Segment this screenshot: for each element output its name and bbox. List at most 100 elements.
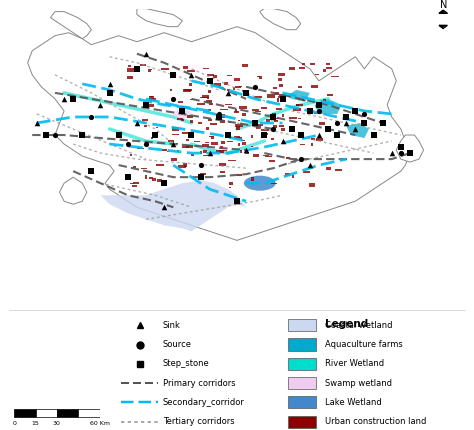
Polygon shape [212, 76, 218, 78]
Point [242, 147, 250, 154]
Polygon shape [228, 160, 236, 161]
Point [324, 126, 332, 132]
Polygon shape [200, 150, 202, 154]
Point [361, 120, 368, 126]
Point [215, 111, 223, 117]
Polygon shape [310, 183, 315, 187]
Point [270, 114, 277, 120]
Polygon shape [182, 132, 190, 134]
Polygon shape [190, 83, 192, 86]
Polygon shape [184, 165, 187, 167]
Text: 60 Km: 60 Km [90, 421, 109, 426]
Point [124, 141, 132, 147]
Polygon shape [91, 180, 246, 231]
Point [42, 132, 50, 138]
Polygon shape [57, 408, 78, 417]
Polygon shape [242, 90, 249, 92]
Polygon shape [439, 10, 443, 13]
Polygon shape [238, 120, 240, 121]
Polygon shape [228, 75, 232, 76]
Polygon shape [133, 166, 136, 168]
Polygon shape [246, 152, 248, 154]
Bar [288, 358, 316, 370]
Polygon shape [229, 122, 231, 123]
Polygon shape [210, 123, 217, 125]
Point [397, 144, 405, 150]
Point [106, 80, 113, 87]
Point [342, 120, 350, 126]
Point [279, 95, 286, 102]
Point [188, 71, 195, 78]
Point [251, 120, 259, 126]
Polygon shape [208, 90, 211, 93]
Polygon shape [326, 167, 331, 170]
Text: Urban construction land: Urban construction land [325, 417, 427, 426]
Polygon shape [181, 107, 183, 108]
Polygon shape [261, 129, 269, 131]
Polygon shape [271, 183, 277, 184]
Polygon shape [236, 86, 241, 88]
Polygon shape [260, 9, 301, 30]
Polygon shape [222, 150, 227, 151]
Polygon shape [178, 101, 183, 103]
Point [261, 132, 268, 138]
Polygon shape [186, 144, 192, 147]
Polygon shape [172, 134, 179, 135]
Text: Legend: Legend [325, 319, 369, 329]
Polygon shape [221, 141, 225, 144]
Text: Coastal wetland: Coastal wetland [325, 321, 393, 330]
Polygon shape [210, 135, 214, 139]
Polygon shape [222, 114, 225, 117]
Ellipse shape [244, 175, 276, 191]
Polygon shape [234, 136, 240, 138]
Polygon shape [251, 178, 254, 181]
Polygon shape [172, 127, 179, 131]
Point [361, 111, 368, 117]
Polygon shape [216, 150, 224, 153]
Point [233, 198, 241, 205]
Polygon shape [171, 158, 177, 161]
Bar [288, 319, 316, 331]
Text: Swamp wetland: Swamp wetland [325, 378, 392, 387]
Polygon shape [239, 150, 242, 153]
Polygon shape [278, 96, 284, 98]
Point [151, 132, 159, 138]
Polygon shape [335, 169, 342, 172]
Polygon shape [142, 119, 148, 121]
Polygon shape [198, 122, 202, 124]
Polygon shape [254, 96, 262, 98]
Polygon shape [242, 142, 246, 145]
Text: Source: Source [163, 340, 192, 349]
Polygon shape [299, 86, 302, 88]
Polygon shape [284, 173, 290, 176]
Polygon shape [184, 89, 191, 91]
Polygon shape [148, 98, 156, 101]
Polygon shape [323, 69, 326, 72]
Polygon shape [78, 408, 100, 417]
Point [188, 132, 195, 138]
Text: Primary corridors: Primary corridors [163, 378, 236, 387]
Polygon shape [281, 128, 285, 131]
Point [79, 132, 86, 138]
Polygon shape [211, 141, 219, 145]
Polygon shape [140, 64, 146, 66]
Polygon shape [149, 96, 154, 99]
Polygon shape [257, 76, 260, 77]
Polygon shape [201, 174, 203, 178]
Polygon shape [156, 164, 164, 166]
Point [197, 174, 204, 181]
Polygon shape [200, 97, 207, 98]
Point [251, 83, 259, 90]
Polygon shape [219, 150, 221, 153]
Point [397, 150, 405, 157]
Point [315, 108, 323, 114]
Polygon shape [176, 143, 178, 144]
Polygon shape [130, 154, 132, 156]
Point [69, 95, 77, 102]
Polygon shape [36, 408, 57, 417]
Polygon shape [273, 125, 277, 128]
Polygon shape [265, 120, 271, 122]
Text: Lake Wetland: Lake Wetland [325, 398, 382, 407]
Point [306, 108, 314, 114]
Polygon shape [396, 135, 424, 162]
